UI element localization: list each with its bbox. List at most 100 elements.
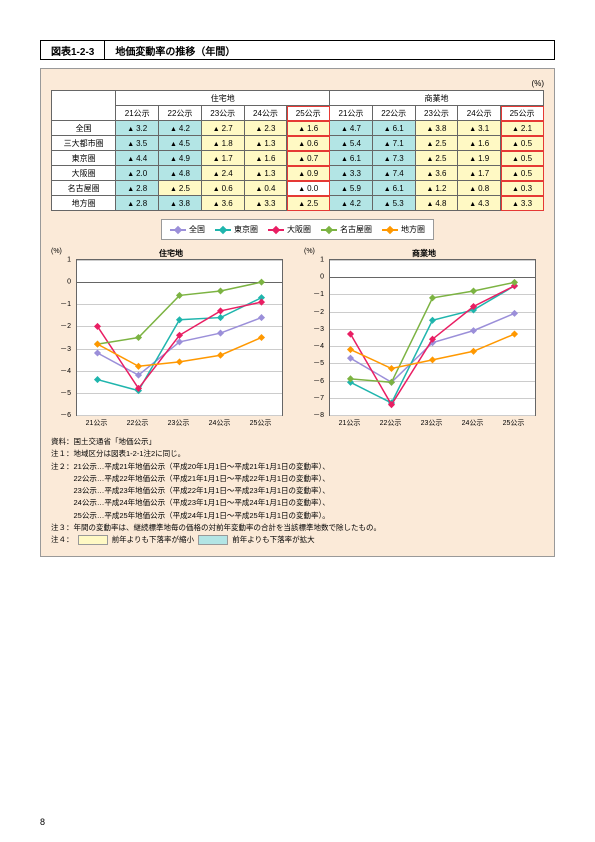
year-header: 24公示 [458, 106, 501, 121]
data-cell: 3.6 [415, 166, 458, 181]
source-note: 資料：国土交通省「地価公示」 [51, 436, 544, 447]
note-line: 注１：地域区分は図表1-2-1注2に同じ。 [51, 448, 544, 459]
data-cell: 0.5 [501, 136, 544, 151]
unit-label: (%) [51, 79, 544, 88]
data-cell: 1.6 [287, 121, 330, 136]
data-cell: 3.3 [501, 196, 544, 211]
data-cell: 2.7 [201, 121, 244, 136]
data-cell: 4.5 [159, 136, 202, 151]
year-header-row: 21公示22公示23公示24公示25公示21公示22公示23公示24公示25公示 [52, 106, 544, 121]
data-cell: 3.6 [201, 196, 244, 211]
data-cell: 2.3 [244, 121, 287, 136]
data-cell: 1.8 [201, 136, 244, 151]
note-4: 注４： 前年よりも下落率が縮小 前年よりも下落率が拡大 [51, 534, 544, 545]
data-cell: 2.0 [116, 166, 159, 181]
year-header: 25公示 [501, 106, 544, 121]
year-header: 21公示 [116, 106, 159, 121]
data-cell: 3.5 [116, 136, 159, 151]
data-cell: 7.3 [372, 151, 415, 166]
data-cell: 0.7 [287, 151, 330, 166]
legend-item: 地方圏 [382, 224, 425, 235]
data-cell: 1.6 [458, 136, 501, 151]
data-cell: 4.9 [159, 151, 202, 166]
data-cell: 2.5 [415, 151, 458, 166]
chart: (%)商業地10－1－2－3－4－5－6－7－821公示22公示23公示24公示… [304, 248, 544, 428]
yellow-chip [78, 535, 108, 545]
figure-number: 図表1-2-3 [41, 41, 105, 59]
data-cell: 0.5 [501, 151, 544, 166]
data-table: 住宅地 商業地 21公示22公示23公示24公示25公示21公示22公示23公示… [51, 90, 544, 211]
legend-item: 東京圏 [215, 224, 258, 235]
data-cell: 1.7 [458, 166, 501, 181]
data-cell: 3.3 [330, 166, 373, 181]
data-cell: 6.1 [330, 151, 373, 166]
data-cell: 0.8 [458, 181, 501, 196]
data-cell: 1.3 [244, 166, 287, 181]
data-cell: 1.6 [244, 151, 287, 166]
data-cell: 7.1 [372, 136, 415, 151]
group-header: 住宅地 [116, 91, 330, 106]
table-row: 東京圏4.44.91.71.60.76.17.32.51.90.5 [52, 151, 544, 166]
data-cell: 2.5 [159, 181, 202, 196]
data-cell: 3.8 [159, 196, 202, 211]
data-cell: 4.7 [330, 121, 373, 136]
year-header: 24公示 [244, 106, 287, 121]
figure-title-bar: 図表1-2-3 地価変動率の推移（年間） [40, 40, 555, 60]
data-cell: 3.3 [244, 196, 287, 211]
figure-title: 地価変動率の推移（年間） [105, 43, 245, 58]
data-cell: 2.8 [116, 181, 159, 196]
cyan-chip [198, 535, 228, 545]
year-header: 22公示 [372, 106, 415, 121]
page-number: 8 [40, 817, 45, 827]
data-cell: 3.8 [415, 121, 458, 136]
row-label: 全国 [52, 121, 116, 136]
table-row: 大阪圏2.04.82.41.30.93.37.43.61.70.5 [52, 166, 544, 181]
data-cell: 1.2 [415, 181, 458, 196]
data-cell: 5.3 [372, 196, 415, 211]
data-cell: 0.0 [287, 181, 330, 196]
row-label: 大阪圏 [52, 166, 116, 181]
note-line: 23公示…平成23年地価公示（平成22年1月1日～平成23年1月1日の変動率）、 [51, 485, 544, 496]
table-row: 全国3.24.22.72.31.64.76.13.83.12.1 [52, 121, 544, 136]
data-cell: 4.2 [330, 196, 373, 211]
note-line: 注３：年間の変動率は、継続標準地毎の価格の対前年変動率の合計を当該標準地数で除し… [51, 522, 544, 533]
data-cell: 0.9 [287, 166, 330, 181]
table-row: 三大都市圏3.54.51.81.30.65.47.12.51.60.5 [52, 136, 544, 151]
data-cell: 4.8 [415, 196, 458, 211]
data-cell: 2.5 [287, 196, 330, 211]
data-cell: 5.9 [330, 181, 373, 196]
data-cell: 2.8 [116, 196, 159, 211]
row-label: 名古屋圏 [52, 181, 116, 196]
note-line: 24公示…平成24年地価公示（平成23年1月1日～平成24年1月1日の変動率）、 [51, 497, 544, 508]
legend-item: 全国 [170, 224, 205, 235]
table-row: 名古屋圏2.82.50.60.40.05.96.11.20.80.3 [52, 181, 544, 196]
data-cell: 0.3 [501, 181, 544, 196]
note-line: 22公示…平成22年地価公示（平成21年1月1日～平成22年1月1日の変動率）、 [51, 473, 544, 484]
data-cell: 2.5 [415, 136, 458, 151]
note-line: 25公示…平成25年地価公示（平成24年1月1日～平成25年1月1日の変動率）。 [51, 510, 544, 521]
data-cell: 6.1 [372, 181, 415, 196]
data-cell: 4.3 [458, 196, 501, 211]
data-cell: 0.6 [201, 181, 244, 196]
data-cell: 0.6 [287, 136, 330, 151]
data-cell: 0.4 [244, 181, 287, 196]
footnotes: 資料：国土交通省「地価公示」 注１：地域区分は図表1-2-1注2に同じ。注２：2… [51, 436, 544, 545]
year-header: 25公示 [287, 106, 330, 121]
note-line: 注２：21公示…平成21年地価公示（平成20年1月1日～平成21年1月1日の変動… [51, 461, 544, 472]
data-cell: 1.3 [244, 136, 287, 151]
data-cell: 3.1 [458, 121, 501, 136]
data-cell: 7.4 [372, 166, 415, 181]
data-cell: 2.4 [201, 166, 244, 181]
data-cell: 0.5 [501, 166, 544, 181]
data-cell: 3.2 [116, 121, 159, 136]
table-row: 地方圏2.83.83.63.32.54.25.34.84.33.3 [52, 196, 544, 211]
chart-legend: 全国東京圏大阪圏名古屋圏地方圏 [161, 219, 434, 240]
year-header: 23公示 [415, 106, 458, 121]
legend-item: 大阪圏 [268, 224, 311, 235]
row-label: 三大都市圏 [52, 136, 116, 151]
legend-item: 名古屋圏 [321, 224, 372, 235]
data-cell: 1.9 [458, 151, 501, 166]
data-cell: 6.1 [372, 121, 415, 136]
year-header: 23公示 [201, 106, 244, 121]
chart: (%)住宅地10－1－2－3－4－5－621公示22公示23公示24公示25公示 [51, 248, 291, 428]
